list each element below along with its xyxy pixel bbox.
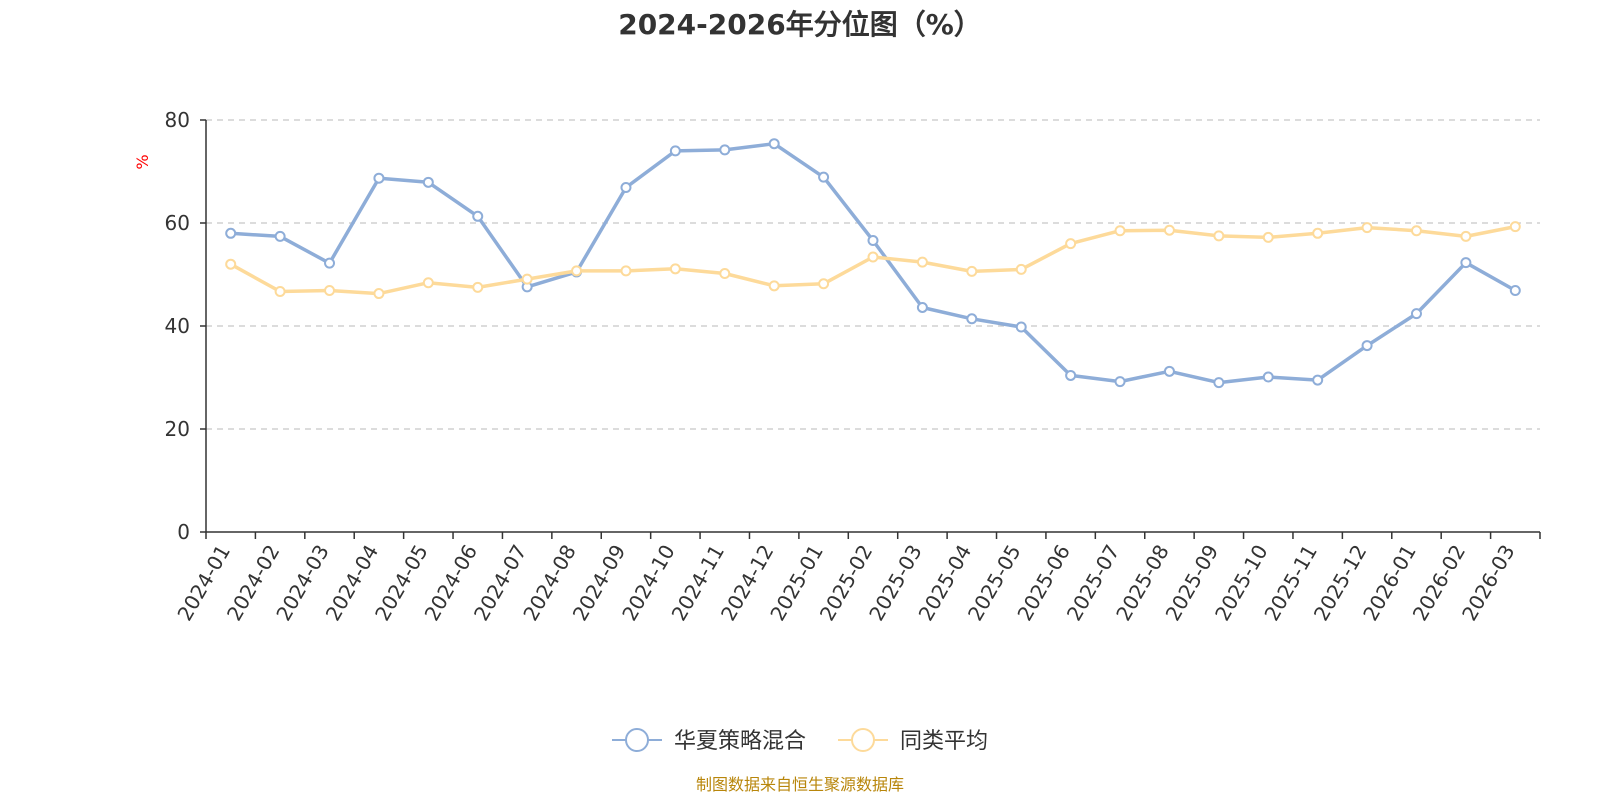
series-2 <box>225 221 1521 300</box>
data-point[interactable] <box>521 273 533 285</box>
data-point[interactable] <box>422 277 434 289</box>
data-point[interactable] <box>719 144 731 156</box>
y-tick-label: 40 <box>165 314 190 338</box>
chart-title: 2024-2026年分位图（%） <box>618 8 982 41</box>
data-point[interactable] <box>1361 222 1373 234</box>
data-point[interactable] <box>373 172 385 184</box>
data-point[interactable] <box>472 210 484 222</box>
legend-marker-icon <box>625 728 649 752</box>
data-point[interactable] <box>1509 284 1521 296</box>
data-point[interactable] <box>768 280 780 292</box>
series-layer <box>225 138 1521 389</box>
legend-marker-icon <box>851 728 875 752</box>
data-point[interactable] <box>571 265 583 277</box>
data-point[interactable] <box>225 258 237 270</box>
data-point[interactable] <box>620 265 632 277</box>
data-point[interactable] <box>966 265 978 277</box>
y-tick-label: 80 <box>165 108 190 132</box>
data-point[interactable] <box>225 227 237 239</box>
data-point[interactable] <box>1213 230 1225 242</box>
data-point[interactable] <box>324 257 336 269</box>
data-point[interactable] <box>867 235 879 247</box>
data-point[interactable] <box>620 181 632 193</box>
y-tick-label: 20 <box>165 417 190 441</box>
data-point[interactable] <box>274 230 286 242</box>
data-point[interactable] <box>669 263 681 275</box>
data-point[interactable] <box>768 138 780 150</box>
data-point[interactable] <box>916 301 928 313</box>
legend-label: 同类平均 <box>900 729 988 754</box>
y-tick-label: 60 <box>165 211 190 235</box>
data-point[interactable] <box>1460 257 1472 269</box>
grid-lines <box>206 119 1540 430</box>
axes: 0204060802024-012024-022024-032024-04202… <box>165 108 1541 625</box>
data-point[interactable] <box>669 145 681 157</box>
data-point[interactable] <box>719 267 731 279</box>
data-point[interactable] <box>966 313 978 325</box>
data-point[interactable] <box>1262 371 1274 383</box>
data-point[interactable] <box>867 251 879 263</box>
data-point[interactable] <box>818 278 830 290</box>
data-point[interactable] <box>1410 308 1422 320</box>
data-point[interactable] <box>1015 321 1027 333</box>
data-point[interactable] <box>422 176 434 188</box>
data-point[interactable] <box>1163 365 1175 377</box>
series-1 <box>225 138 1521 389</box>
data-point[interactable] <box>916 256 928 268</box>
data-point[interactable] <box>818 171 830 183</box>
source-note: 制图数据来自恒生聚源数据库 <box>696 775 904 794</box>
data-point[interactable] <box>1114 376 1126 388</box>
data-point[interactable] <box>1460 230 1472 242</box>
data-point[interactable] <box>1509 221 1521 233</box>
data-point[interactable] <box>1312 374 1324 386</box>
legend-item[interactable]: 华夏策略混合 <box>612 728 806 754</box>
legend-label: 华夏策略混合 <box>674 729 806 754</box>
data-point[interactable] <box>1262 231 1274 243</box>
data-point[interactable] <box>1163 224 1175 236</box>
data-point[interactable] <box>1065 369 1077 381</box>
legend[interactable]: 华夏策略混合 同类平均 <box>612 728 988 754</box>
series-line <box>230 141 1517 385</box>
legend-item[interactable]: 同类平均 <box>838 728 988 754</box>
data-point[interactable] <box>1361 340 1373 352</box>
data-point[interactable] <box>1015 263 1027 275</box>
data-point[interactable] <box>274 285 286 297</box>
y-axis-unit: % <box>133 154 152 169</box>
data-point[interactable] <box>324 284 336 296</box>
data-point[interactable] <box>1312 227 1324 239</box>
data-point[interactable] <box>1114 225 1126 237</box>
data-point[interactable] <box>373 288 385 300</box>
data-point[interactable] <box>472 281 484 293</box>
data-point[interactable] <box>1213 377 1225 389</box>
data-point[interactable] <box>1065 238 1077 250</box>
y-tick-label: 0 <box>177 520 190 544</box>
data-point[interactable] <box>1410 225 1422 237</box>
